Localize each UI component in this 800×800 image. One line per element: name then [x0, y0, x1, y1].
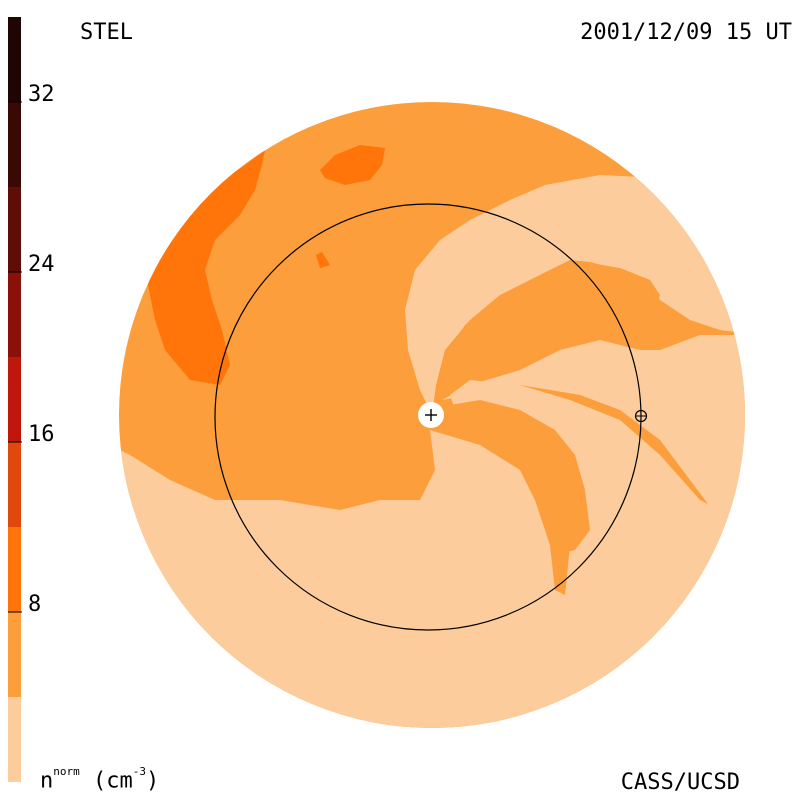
region-dark [148, 150, 265, 385]
colorbar-band [8, 187, 21, 272]
datetime-label: 2001/12/09 15 UT [580, 20, 792, 45]
region-medium-arm-2 [437, 262, 660, 398]
unit-exponent: -3 [132, 765, 146, 778]
region-light-arm [405, 175, 745, 415]
sun-marker [418, 402, 444, 428]
colorbar-tick-label: 8 [28, 592, 42, 617]
colorbar-band [8, 357, 21, 442]
colorbar [8, 17, 22, 782]
instrument-label: STEL [80, 20, 133, 45]
colorbar-band [8, 527, 21, 612]
colorbar-band [8, 17, 21, 102]
region-medium-arm [450, 400, 590, 555]
region-dark-speck [316, 252, 330, 268]
colorbar-band [8, 697, 21, 782]
colorbar-tick-label: 32 [28, 82, 55, 107]
region-light-arm-2 [442, 335, 745, 520]
unit-rest: (cm [93, 768, 133, 794]
colorbar-unit-label: nnorm (cm-3) [40, 766, 160, 794]
unit-base: n [40, 768, 54, 794]
colorbar-tick-label: 24 [28, 252, 55, 277]
region-dark-blob [320, 145, 385, 185]
colorbar-band [8, 102, 21, 187]
unit-superscript: norm [53, 765, 80, 778]
earth-marker [634, 409, 648, 423]
colorbar-band [8, 612, 21, 697]
colorbar-tick-label: 16 [28, 422, 55, 447]
colorbar-band [8, 442, 21, 527]
region-light-lower [119, 380, 745, 728]
credit-label: CASS/UCSD [620, 770, 740, 795]
unit-close: ) [146, 768, 160, 794]
colorbar-band [8, 272, 21, 357]
